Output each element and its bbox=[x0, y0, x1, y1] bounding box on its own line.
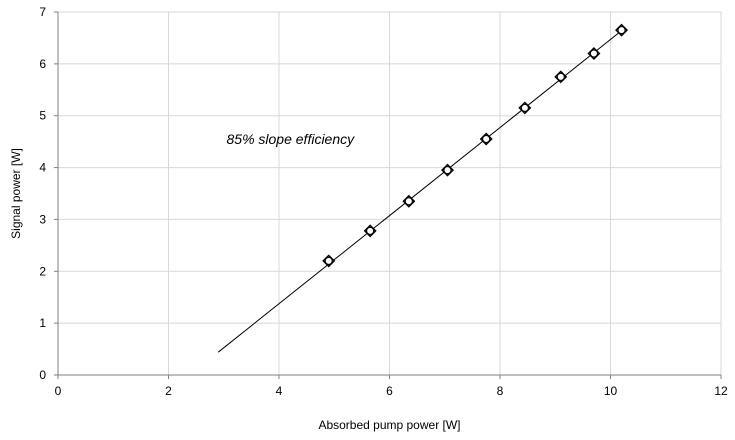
circle-marker bbox=[443, 165, 452, 175]
data-point-marker bbox=[479, 132, 493, 146]
data-point-marker bbox=[615, 23, 629, 37]
circle-marker bbox=[365, 226, 375, 236]
data-point-marker bbox=[587, 46, 601, 60]
data-point-marker bbox=[554, 70, 568, 84]
circle-marker bbox=[617, 25, 626, 35]
y-tick-label: 4 bbox=[39, 161, 46, 175]
x-tick-label: 6 bbox=[386, 384, 393, 398]
y-tick-label: 7 bbox=[39, 5, 46, 19]
y-axis-title: Signal power [W] bbox=[9, 148, 23, 239]
y-tick-label: 6 bbox=[39, 57, 46, 71]
x-tick-label: 4 bbox=[276, 384, 283, 398]
circle-marker bbox=[556, 72, 565, 82]
x-axis-title: Absorbed pump power [W] bbox=[318, 418, 460, 432]
data-point-marker bbox=[441, 163, 455, 177]
data-point-marker bbox=[518, 101, 532, 115]
x-tick-label: 12 bbox=[714, 384, 728, 398]
slope-efficiency-annotation: 85% slope efficiency bbox=[227, 131, 356, 147]
x-tick-label: 2 bbox=[165, 384, 172, 398]
data-point-marker bbox=[402, 194, 416, 208]
series-layer bbox=[217, 23, 629, 353]
x-tick-label: 10 bbox=[604, 384, 618, 398]
x-tick-label: 0 bbox=[55, 384, 62, 398]
circle-marker bbox=[481, 134, 491, 144]
circle-marker bbox=[324, 256, 333, 266]
circle-marker bbox=[520, 103, 530, 113]
data-point-marker bbox=[363, 224, 377, 238]
fit-line bbox=[217, 30, 622, 353]
circle-marker bbox=[404, 197, 414, 206]
circle-marker bbox=[589, 49, 599, 58]
label-layer: Absorbed pump power [W] Signal power [W]… bbox=[9, 131, 461, 432]
y-tick-label: 1 bbox=[39, 316, 46, 330]
grid-layer bbox=[57, 11, 722, 376]
data-point-marker bbox=[322, 254, 336, 268]
y-tick-label: 2 bbox=[39, 264, 46, 278]
x-tick-label: 8 bbox=[497, 384, 504, 398]
y-tick-label: 5 bbox=[39, 109, 46, 123]
y-tick-label: 3 bbox=[39, 212, 46, 226]
y-tick-label: 0 bbox=[39, 368, 46, 382]
